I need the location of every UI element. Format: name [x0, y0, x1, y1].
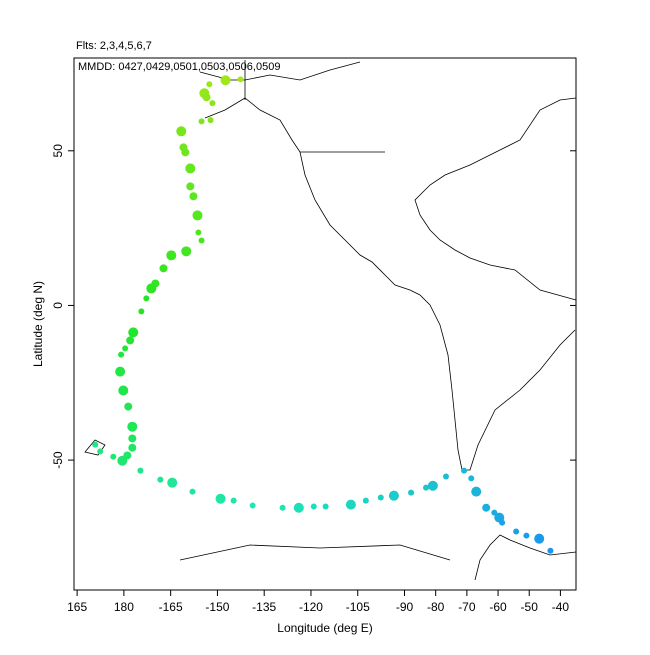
flight-point — [249, 502, 256, 509]
y-tick-label: 50 — [51, 144, 65, 158]
flight-point — [192, 210, 203, 221]
flight-point — [482, 503, 491, 512]
flight-point — [166, 250, 177, 261]
chart-title: Flts: 2,3,4,5,6,7 — [76, 40, 152, 52]
flight-point — [126, 336, 135, 345]
x-tick-label: -80 — [427, 600, 445, 614]
flight-point — [146, 283, 157, 294]
flight-point — [118, 351, 125, 358]
flight-point — [237, 76, 244, 83]
flight-point — [279, 504, 286, 511]
flight-point — [137, 467, 144, 474]
flight-point — [181, 246, 192, 257]
flight-point — [230, 497, 237, 504]
flight-point — [176, 126, 187, 137]
flight-point — [138, 308, 145, 315]
flight-point — [468, 475, 475, 482]
flight-point — [408, 489, 415, 496]
flight-point — [423, 484, 430, 491]
flight-point — [388, 490, 399, 501]
flight-point — [118, 385, 129, 396]
x-axis-label: Longitude (deg E) — [277, 621, 372, 635]
flight-point — [127, 421, 138, 432]
flight-point — [143, 295, 150, 302]
x-tick-label: -70 — [458, 600, 476, 614]
flight-point — [322, 503, 329, 510]
flight-point — [461, 467, 468, 474]
flight-point — [499, 519, 506, 526]
flight-point — [377, 494, 384, 501]
flight-point — [122, 345, 129, 352]
x-tick-label: -50 — [521, 600, 539, 614]
flight-point — [442, 473, 449, 480]
flight-point — [117, 455, 128, 466]
flight-point — [189, 192, 198, 201]
flight-point — [427, 480, 438, 491]
y-axis-label: Latitude (deg N) — [31, 281, 45, 367]
flight-point — [198, 237, 205, 244]
flight-point — [209, 100, 216, 107]
x-tick-label: -60 — [489, 600, 507, 614]
chart-subtitle: MMDD: 0427,0429,0501,0503,0506,0509 — [78, 61, 280, 73]
x-tick-label: -150 — [205, 600, 229, 614]
flight-point — [110, 453, 117, 460]
flight-point — [220, 75, 231, 86]
flight-point — [534, 533, 545, 544]
flight-point — [310, 503, 317, 510]
flight-point — [128, 434, 137, 443]
y-tick-label: 0 — [51, 302, 65, 309]
flight-point — [198, 118, 205, 125]
flight-point — [157, 476, 164, 483]
x-tick-label: -90 — [396, 600, 414, 614]
flight-point — [186, 182, 195, 191]
flight-point — [471, 486, 482, 497]
x-tick-label: 165 — [67, 600, 87, 614]
flight-point — [92, 441, 99, 448]
coastlines — [84, 60, 577, 581]
flight-point — [167, 477, 178, 488]
flight-point — [202, 93, 211, 102]
x-tick-label: -165 — [159, 600, 183, 614]
flight-point — [189, 488, 196, 495]
flight-point — [513, 528, 520, 535]
flight-point — [124, 402, 133, 411]
plot-frame — [73, 57, 577, 591]
flight-point — [523, 532, 530, 539]
x-tick-label: -105 — [346, 600, 370, 614]
flight-point — [207, 117, 214, 124]
flight-point — [215, 493, 226, 504]
flight-point — [159, 264, 168, 273]
flight-point — [293, 502, 304, 513]
flight-point — [115, 366, 126, 377]
flight-point — [362, 497, 369, 504]
flight-point — [128, 327, 139, 338]
y-tick-label: -50 — [51, 451, 65, 469]
x-tick-label: 180 — [114, 600, 134, 614]
flight-point — [185, 163, 196, 174]
x-tick-label: -40 — [552, 600, 570, 614]
flight-point — [547, 547, 554, 554]
flight-point — [181, 148, 190, 157]
flight-point — [206, 81, 213, 88]
x-tick-label: -120 — [299, 600, 323, 614]
flight-point — [345, 499, 356, 510]
flight-point — [97, 448, 104, 455]
x-tick-label: -135 — [252, 600, 276, 614]
flight-point — [128, 443, 137, 452]
flight-point — [195, 229, 202, 236]
